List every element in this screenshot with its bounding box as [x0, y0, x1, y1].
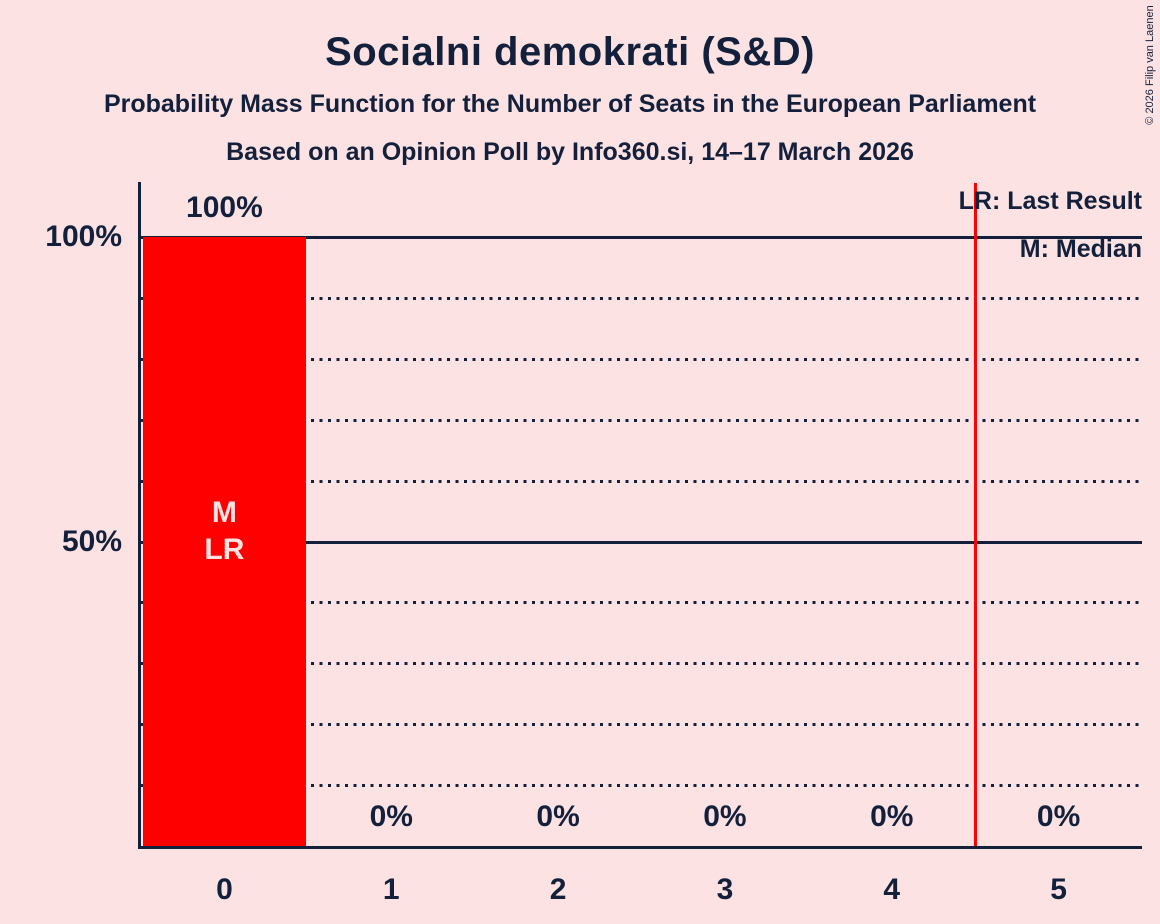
gridline-dotted-20	[141, 723, 1142, 727]
bar-value-label-1: 0%	[369, 800, 413, 833]
legend-last-result: LR: Last Result	[958, 187, 1142, 215]
median-last-result-annotation: M LR	[204, 495, 245, 566]
bar-value-label-0: 100%	[186, 191, 263, 224]
gridline-solid-100	[141, 236, 1142, 239]
bar-value-label-2: 0%	[536, 800, 580, 833]
gridline-dotted-30	[141, 662, 1142, 666]
legend-median: M: Median	[1019, 235, 1142, 263]
chart-poll-info: Based on an Opinion Poll by Info360.si, …	[226, 138, 914, 166]
gridline-dotted-80	[141, 357, 1142, 361]
gridline-dotted-40	[141, 601, 1142, 605]
majority-threshold-line	[973, 183, 977, 846]
x-axis-tick-4: 4	[883, 873, 901, 906]
gridline-dotted-90	[141, 296, 1142, 300]
x-axis-tick-3: 3	[716, 873, 734, 906]
chart-subtitle: Probability Mass Function for the Number…	[103, 90, 1037, 118]
y-axis-label-100: 100%	[45, 220, 122, 253]
plot-area: 100% 0% 0% 0% 0% 0% M LR	[138, 182, 1142, 849]
gridline-dotted-70	[141, 418, 1142, 422]
bar-seats-0	[142, 237, 306, 846]
copyright-notice: © 2026 Filip van Laenen	[1144, 5, 1156, 125]
x-axis-tick-1: 1	[382, 873, 400, 906]
y-axis-label-50: 50%	[61, 524, 122, 558]
chart-title: Socialni demokrati (S&D)	[325, 30, 815, 74]
x-axis-tick-2: 2	[549, 873, 567, 906]
x-axis-tick-0: 0	[216, 873, 233, 906]
x-axis-tick-5: 5	[1050, 873, 1067, 906]
gridline-dotted-60	[141, 479, 1142, 483]
bar-value-label-4: 0%	[870, 800, 914, 833]
bar-value-label-3: 0%	[703, 800, 747, 833]
gridline-dotted-10	[141, 784, 1142, 788]
bar-value-label-5: 0%	[1036, 800, 1081, 833]
gridline-solid-50	[141, 540, 1142, 544]
